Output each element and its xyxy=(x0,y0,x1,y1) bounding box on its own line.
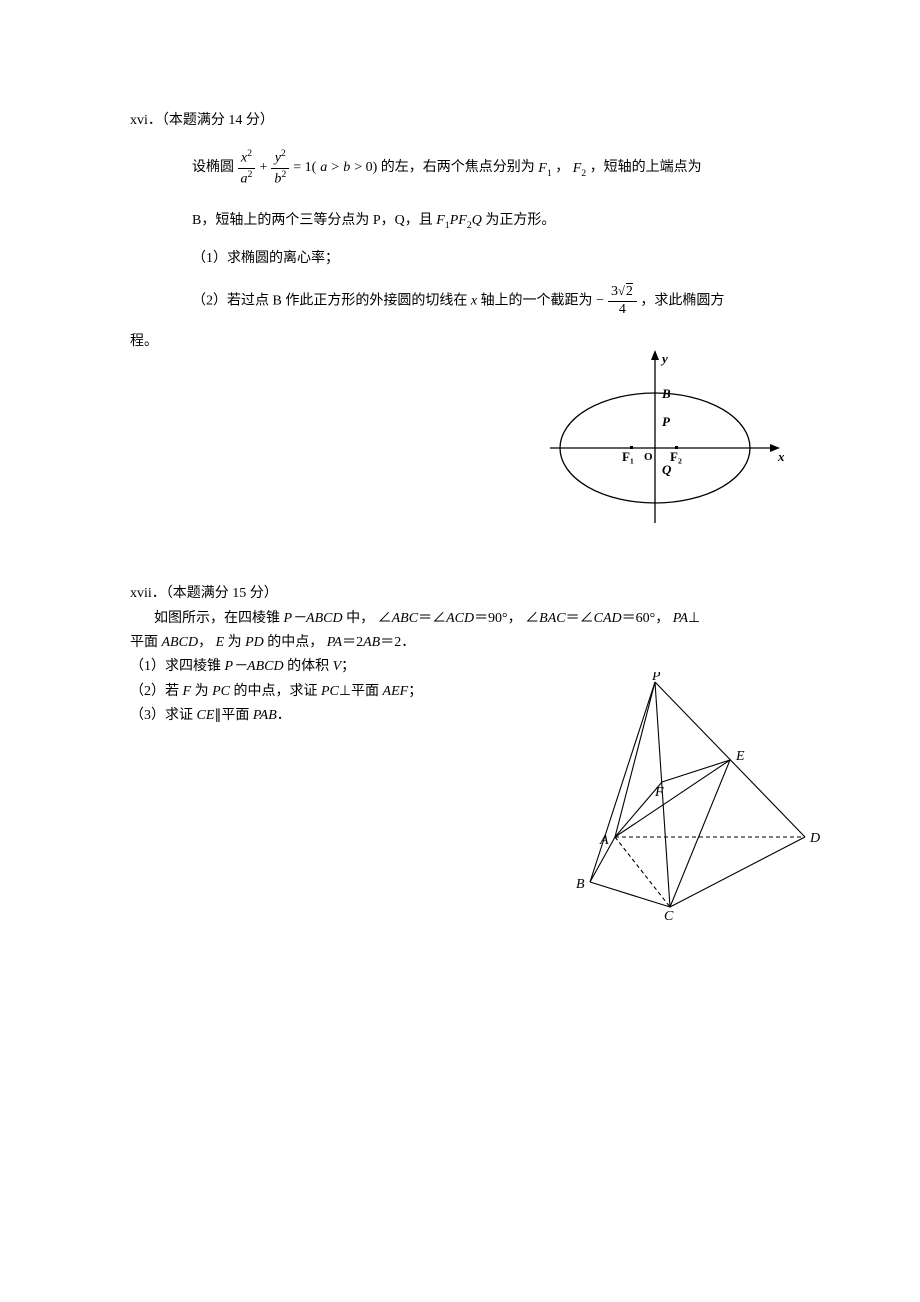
problem1-q1: （1）求椭圆的离心率； xyxy=(192,248,800,270)
label-q: Q xyxy=(662,462,672,477)
pyramid-diagram: P E F A D B C xyxy=(560,672,820,922)
eq-rhs: = 1( xyxy=(293,157,316,179)
problem1-q2: （2）若过点 B 作此正方形的外接圆的切线在 x 轴上的一个截距为 − 3√2 … xyxy=(192,284,800,319)
p-abcd: P－ABCD xyxy=(284,611,343,626)
label-p: P xyxy=(651,672,661,684)
text: 轴上的一个截距为 xyxy=(481,294,593,309)
label-x: x xyxy=(777,449,785,464)
problem2-score: （本题满分 15 分） xyxy=(166,586,278,601)
problem1-line1: 设椭圆 x2a2 + y2b2 = 1(a > b > 0) 的左，右两个焦点分… xyxy=(192,148,800,188)
eq-cond: > 0) xyxy=(354,157,377,179)
problem2-number: xvii． xyxy=(130,586,166,601)
text: （1）求四棱锥 xyxy=(130,659,221,674)
text: 中， xyxy=(346,611,374,626)
text: ，短轴的上端点为 xyxy=(590,161,702,176)
problem2-line2: 平面 ABCD， E 为 PD 的中点， PA＝2AB＝2． xyxy=(130,632,800,654)
label-c: C xyxy=(664,909,674,922)
label-o: O xyxy=(644,451,653,463)
eq60: ＝60°， xyxy=(622,611,670,626)
text: （2）若过点 B 作此正方形的外接圆的切线在 xyxy=(192,294,467,309)
ang: ∠ xyxy=(525,611,539,626)
x-var: x xyxy=(471,294,477,309)
label-y: y xyxy=(660,351,668,366)
square-expr: F1PF2Q xyxy=(436,213,482,228)
eq90: ＝90°， xyxy=(474,611,522,626)
text: B，短轴上的两个三等分点为 P，Q，且 xyxy=(192,213,433,228)
problem1-number: xvi． xyxy=(130,113,162,128)
label-e: E xyxy=(735,749,745,764)
text: 的左，右两个焦点分别为 xyxy=(381,161,535,176)
label-a: A xyxy=(599,833,609,848)
ang: ∠ xyxy=(580,611,594,626)
text: （1）求椭圆的离心率； xyxy=(192,251,339,266)
label-f2: F₂ xyxy=(670,449,682,464)
text: 为正方形。 xyxy=(485,213,555,228)
text: 设椭圆 xyxy=(192,161,234,176)
text: 平面 xyxy=(130,635,158,650)
problem1-header: xvi．（本题满分 14 分） xyxy=(130,110,800,132)
text: ，求此椭圆方 xyxy=(640,294,724,309)
problem1-score: （本题满分 14 分） xyxy=(162,113,274,128)
label-d: D xyxy=(809,831,820,846)
text: （3）求证 xyxy=(130,708,193,723)
text: 如图所示，在四棱锥 xyxy=(154,611,280,626)
f1: F1 xyxy=(538,161,551,176)
text: （2）若 xyxy=(130,684,179,699)
label-f1: F₁ xyxy=(622,449,634,464)
label-b: B xyxy=(661,386,671,401)
problem2-line1: 如图所示，在四棱锥 P－ABCD 中， ∠ABC＝∠ACD＝90°， ∠BAC＝… xyxy=(130,608,800,630)
label-f: F xyxy=(654,785,664,800)
ellipse-equation: x2a2 + y2b2 = 1(a > b > 0) xyxy=(238,148,378,188)
ang: ∠ xyxy=(378,611,392,626)
label-p: P xyxy=(662,414,671,429)
problem1-body: 设椭圆 x2a2 + y2b2 = 1(a > b > 0) 的左，右两个焦点分… xyxy=(192,148,800,318)
ang: ∠ xyxy=(432,611,446,626)
f2: F2 xyxy=(573,161,586,176)
ellipse-diagram: y x B P Q F₁ F₂ O xyxy=(550,348,790,528)
problem2-header: xvii．（本题满分 15 分） xyxy=(130,583,800,605)
problem1-line2: B，短轴上的两个三等分点为 P，Q，且 F1PF2Q 为正方形。 xyxy=(192,210,800,233)
label-b: B xyxy=(576,877,585,892)
intercept-value: − 3√2 4 xyxy=(596,284,637,319)
neg: − xyxy=(596,290,604,312)
text: ， xyxy=(555,161,569,176)
